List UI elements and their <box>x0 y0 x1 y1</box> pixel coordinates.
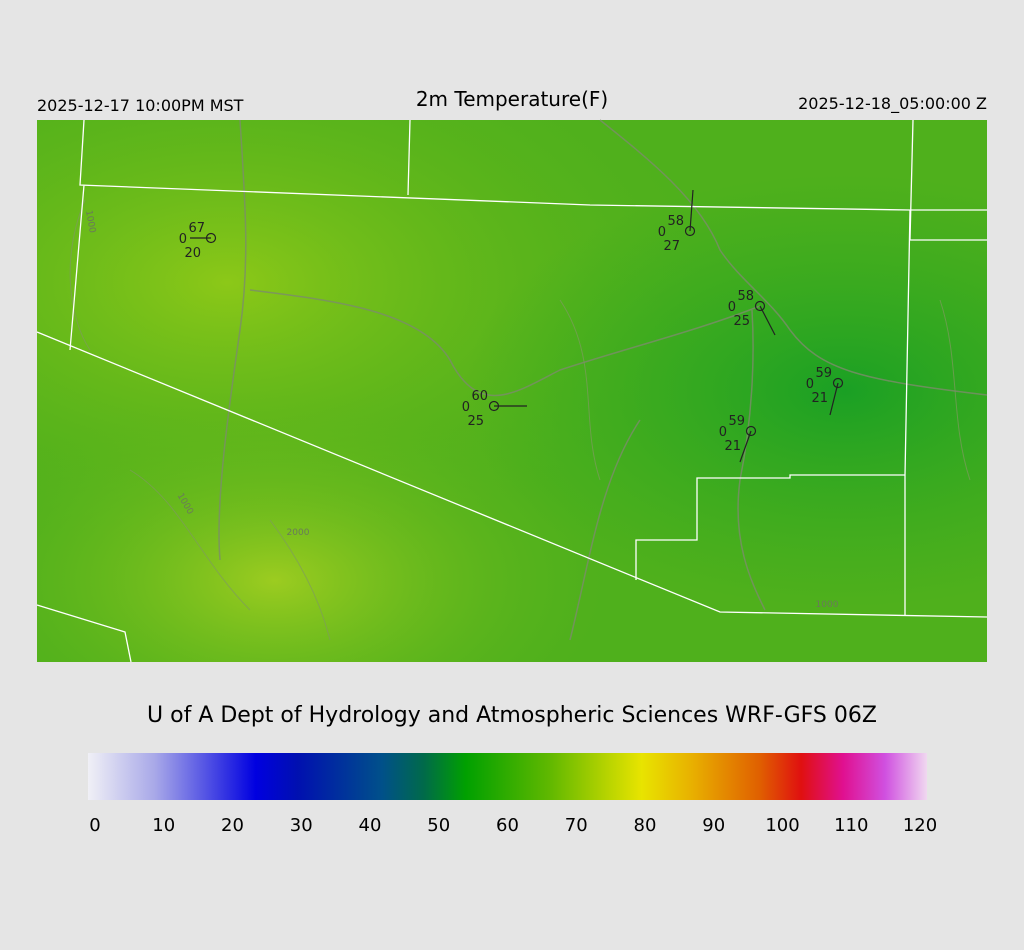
station-temp: 60 <box>471 389 488 404</box>
colorbar-label: 20 <box>221 815 244 836</box>
station-circle <box>205 232 217 244</box>
map <box>36 119 988 663</box>
colorbar-label: 40 <box>359 815 382 836</box>
station-wind: 0 <box>179 232 187 247</box>
colorbar-label: 50 <box>427 815 450 836</box>
colorbar-label: 80 <box>634 815 657 836</box>
station-circle <box>832 377 844 389</box>
colorbar-label: 70 <box>565 815 588 836</box>
colorbar-label: 120 <box>903 815 937 836</box>
map-title: 2m Temperature(F) <box>416 87 608 111</box>
station-circle <box>754 300 766 312</box>
contour-label: 2000 <box>287 528 310 538</box>
colorbar-label: 90 <box>702 815 725 836</box>
station-temp: 58 <box>667 214 684 229</box>
station-dew: 20 <box>184 246 201 261</box>
station-wind: 0 <box>806 377 814 392</box>
contour-label: 1000 <box>83 210 97 235</box>
wind-barb <box>759 305 776 336</box>
colorbar-label: 110 <box>834 815 868 836</box>
station-circle <box>684 225 696 237</box>
colorbar-label: 0 <box>89 815 100 836</box>
colorbar-label: 30 <box>290 815 313 836</box>
contour-label: 1000 <box>816 600 839 610</box>
station-temp: 58 <box>737 289 754 304</box>
station-circle <box>488 400 500 412</box>
colorbar-label: 100 <box>765 815 799 836</box>
border <box>36 119 988 663</box>
station-wind: 0 <box>728 300 736 315</box>
valid-local: 2025-12-17 10:00PM MST <box>37 96 244 115</box>
station-dew: 27 <box>663 239 680 254</box>
station-wind: 0 <box>462 400 470 415</box>
station-wind: 0 <box>719 425 727 440</box>
wind-barb <box>689 189 694 232</box>
wind-barb <box>829 382 839 416</box>
colorbar-label: 60 <box>496 815 519 836</box>
station-dew: 25 <box>733 314 750 329</box>
credit: U of A Dept of Hydrology and Atmospheric… <box>147 703 877 728</box>
contour <box>69 199 971 641</box>
wind-barb <box>739 430 752 463</box>
cool-area <box>37 120 987 662</box>
station-dew: 21 <box>724 439 741 454</box>
station-dew: 25 <box>467 414 484 429</box>
valid-utc: 2025-12-18_05:00:00 Z <box>798 94 987 114</box>
station-wind: 0 <box>658 225 666 240</box>
station-temp: 59 <box>815 366 832 381</box>
colorbar-ticks: 0 10 20 30 40 50 60 70 80 90 100 110 120 <box>89 815 937 836</box>
station-circle <box>745 425 757 437</box>
station-dew: 21 <box>811 391 828 406</box>
colorbar <box>88 753 927 800</box>
station-temp: 59 <box>728 414 745 429</box>
road <box>218 119 988 641</box>
station-temp: 67 <box>188 221 205 236</box>
colorbar-label: 10 <box>152 815 175 836</box>
